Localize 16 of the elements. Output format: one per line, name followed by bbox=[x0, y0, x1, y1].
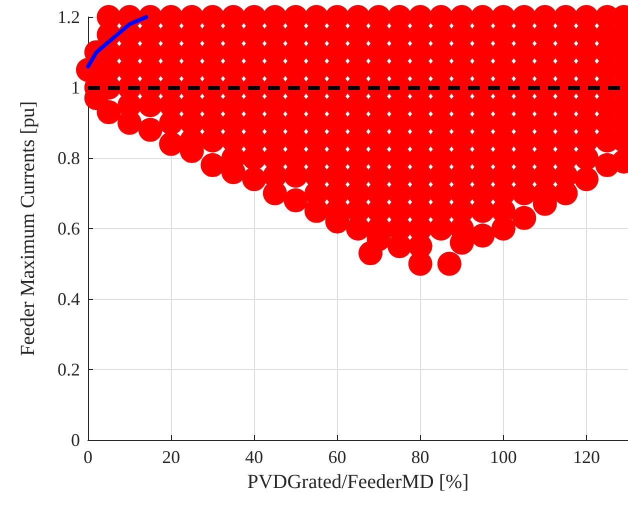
y-tick-label: 1.2 bbox=[58, 7, 80, 27]
x-tick-label: 40 bbox=[245, 447, 264, 467]
x-tick-label: 60 bbox=[328, 447, 346, 467]
x-tick-label: 100 bbox=[490, 447, 517, 467]
y-tick-label: 0 bbox=[71, 430, 80, 450]
y-axis-title: Feeder Maximum Currents [pu] bbox=[17, 101, 39, 356]
y-tick-label: 0.6 bbox=[58, 218, 80, 238]
x-tick-label: 120 bbox=[572, 447, 600, 467]
y-tick-label: 1 bbox=[71, 78, 80, 98]
x-tick-label: 20 bbox=[162, 447, 180, 467]
y-tick-label: 0.4 bbox=[58, 289, 80, 309]
x-tick-label: 0 bbox=[84, 447, 92, 467]
y-tick-label: 0.2 bbox=[58, 360, 80, 380]
x-axis-title: PVDGrated/FeederMD [%] bbox=[247, 471, 469, 493]
y-tick-label: 0.8 bbox=[58, 148, 80, 168]
x-tick-label: 80 bbox=[411, 447, 430, 467]
